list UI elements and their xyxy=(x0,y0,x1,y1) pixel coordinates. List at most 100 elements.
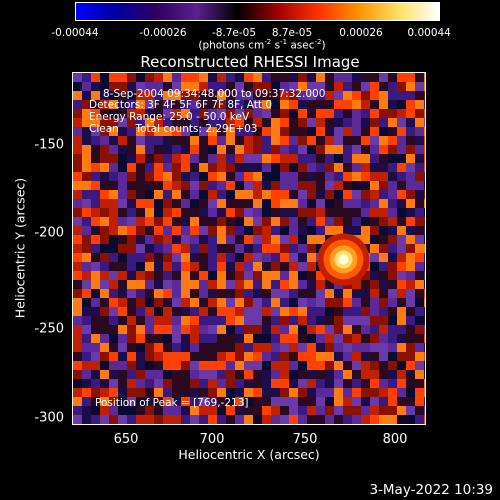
image-pixel xyxy=(262,343,272,353)
image-pixel xyxy=(91,352,101,362)
image-pixel xyxy=(244,370,254,380)
image-pixel xyxy=(343,172,353,182)
image-pixel xyxy=(388,244,398,254)
image-pixel xyxy=(208,190,218,200)
image-pixel xyxy=(145,109,155,119)
image-pixel xyxy=(136,208,146,218)
image-pixel xyxy=(289,181,299,191)
image-pixel xyxy=(289,244,299,254)
image-pixel xyxy=(100,280,110,290)
image-pixel xyxy=(91,145,101,155)
image-pixel xyxy=(235,190,245,200)
image-pixel xyxy=(172,163,182,173)
image-pixel xyxy=(352,163,362,173)
rhessi-image-plot[interactable]: 8-Sep-2004 09:34:48.000 to 09:37:32.000 … xyxy=(72,72,426,425)
image-pixel xyxy=(379,262,389,272)
image-pixel xyxy=(298,271,308,281)
units-text: ) xyxy=(321,39,326,52)
image-pixel xyxy=(397,163,407,173)
image-pixel xyxy=(181,298,191,308)
image-pixel xyxy=(100,208,110,218)
image-pixel xyxy=(172,100,182,110)
image-pixel xyxy=(163,397,173,407)
image-pixel xyxy=(136,82,146,92)
image-pixel xyxy=(217,127,227,137)
image-pixel xyxy=(253,415,263,424)
image-pixel xyxy=(280,361,290,371)
image-pixel xyxy=(298,316,308,326)
image-pixel xyxy=(118,91,128,101)
image-pixel xyxy=(253,154,263,164)
image-pixel xyxy=(208,271,218,281)
image-pixel xyxy=(163,73,173,83)
image-pixel xyxy=(199,235,209,245)
image-pixel xyxy=(397,388,407,398)
image-pixel xyxy=(208,244,218,254)
image-pixel xyxy=(244,298,254,308)
image-pixel xyxy=(199,280,209,290)
x-tick-label: 800 xyxy=(382,432,408,447)
image-pixel xyxy=(190,406,200,416)
image-pixel xyxy=(406,334,416,344)
image-pixel xyxy=(370,118,380,128)
image-pixel xyxy=(289,379,299,389)
image-pixel xyxy=(172,118,182,128)
image-pixel xyxy=(217,370,227,380)
image-pixel xyxy=(226,136,236,146)
image-pixel xyxy=(190,325,200,335)
image-pixel xyxy=(406,235,416,245)
image-pixel xyxy=(145,82,155,92)
image-pixel xyxy=(235,154,245,164)
image-pixel xyxy=(424,388,425,398)
image-pixel xyxy=(163,334,173,344)
image-pixel xyxy=(118,181,128,191)
image-pixel xyxy=(253,298,263,308)
image-pixel xyxy=(289,253,299,263)
image-pixel xyxy=(163,217,173,227)
image-pixel xyxy=(343,208,353,218)
image-pixel xyxy=(190,253,200,263)
image-pixel xyxy=(271,370,281,380)
image-pixel xyxy=(145,100,155,110)
image-pixel xyxy=(271,145,281,155)
image-pixel xyxy=(163,361,173,371)
image-pixel xyxy=(370,163,380,173)
image-pixel xyxy=(235,298,245,308)
image-pixel xyxy=(415,406,425,416)
image-pixel xyxy=(226,190,236,200)
image-pixel xyxy=(235,145,245,155)
image-pixel xyxy=(217,361,227,371)
image-pixel xyxy=(91,91,101,101)
colorbar-units: (photons cm-2 s-1 asec-2) xyxy=(198,38,325,52)
image-pixel xyxy=(298,379,308,389)
image-pixel xyxy=(127,262,137,272)
image-pixel xyxy=(82,289,92,299)
image-pixel xyxy=(298,262,308,272)
image-pixel xyxy=(226,235,236,245)
image-pixel xyxy=(235,397,245,407)
image-pixel xyxy=(334,136,344,146)
image-pixel xyxy=(109,271,119,281)
image-pixel xyxy=(217,343,227,353)
image-pixel xyxy=(424,226,425,236)
image-pixel xyxy=(334,298,344,308)
image-pixel xyxy=(145,199,155,209)
image-pixel xyxy=(136,199,146,209)
image-pixel xyxy=(289,298,299,308)
image-pixel xyxy=(172,235,182,245)
image-pixel xyxy=(118,82,128,92)
image-pixel xyxy=(307,91,317,101)
image-pixel xyxy=(307,73,317,83)
image-pixel xyxy=(82,154,92,164)
image-pixel xyxy=(316,208,326,218)
image-pixel xyxy=(244,118,254,128)
image-pixel xyxy=(136,145,146,155)
image-pixel xyxy=(388,253,398,263)
image-pixel xyxy=(334,163,344,173)
image-pixel xyxy=(352,109,362,119)
image-pixel xyxy=(190,289,200,299)
image-pixel xyxy=(145,145,155,155)
image-pixel xyxy=(424,280,425,290)
image-pixel xyxy=(208,262,218,272)
image-pixel xyxy=(136,424,146,425)
